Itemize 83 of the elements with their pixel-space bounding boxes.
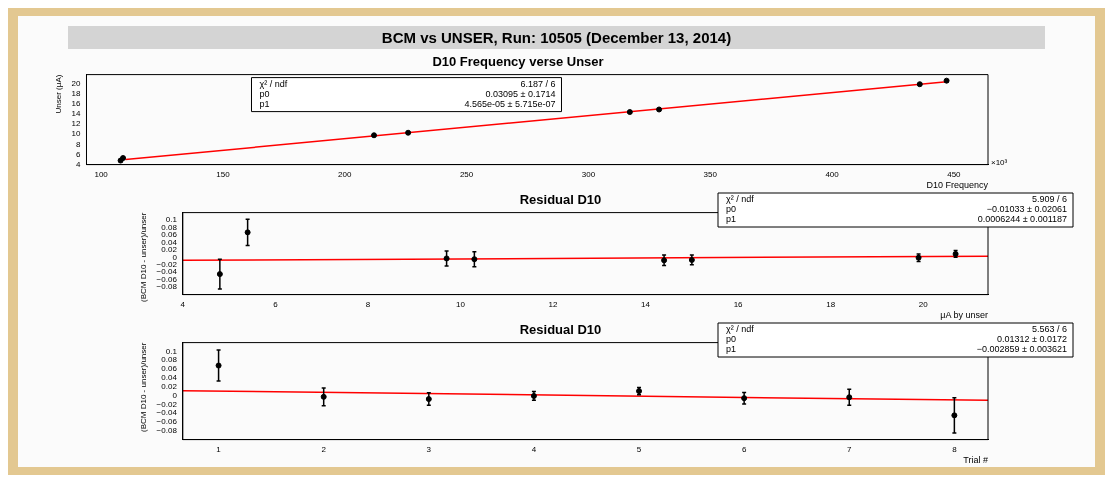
annotation: 6.187 / 6 — [520, 79, 556, 90]
y-tick-label: 0.06 — [161, 230, 178, 240]
x-tick-label: 5 — [636, 444, 642, 454]
y-tick-label: −0.02 — [156, 399, 178, 409]
x-tick-label: 8 — [365, 299, 371, 309]
x-tick-label: 400 — [825, 169, 840, 179]
chart-title: Residual D10 — [519, 322, 602, 338]
y-axis-title: Unser (μA) — [54, 74, 63, 114]
text: 5.563 / 6 — [1031, 324, 1067, 335]
annotation: p0 — [259, 89, 270, 100]
text: χ² / ndf — [726, 194, 755, 205]
annotation: p0 — [726, 334, 737, 345]
chart-title: BCM vs UNSER, Run: 10505 (December 13, 2014) — [68, 26, 1045, 49]
x-tick-label: 14 — [641, 299, 651, 309]
y-tick-label: 0.06 — [161, 364, 178, 374]
chart-subtitle: D10 Frequency verse Unser — [432, 54, 604, 70]
y-tick-label: 0.02 — [161, 245, 178, 255]
x-tick-label: 150 — [216, 169, 231, 179]
y-tick-label: 0.08 — [161, 355, 178, 365]
x-tick-label: 20 — [918, 299, 929, 309]
y-tick-label: −0.08 — [156, 282, 178, 292]
x-tick-label: 7 — [847, 444, 853, 454]
y-tick-label: 20 — [71, 78, 82, 88]
annotation: −0.002859 ± 0.003621 — [976, 344, 1067, 355]
y-tick-label: −0.06 — [156, 274, 178, 284]
y-tick-label: −0.08 — [156, 425, 178, 435]
x-tick-label: 4 — [180, 299, 186, 309]
y-tick-label: 10 — [71, 129, 82, 139]
x-tick-label: 6 — [741, 444, 747, 454]
text: ×10³ — [991, 157, 1008, 167]
y-tick-label: 14 — [71, 109, 82, 119]
y-tick-label: 0.1 — [165, 346, 178, 356]
y-tick-label: 16 — [71, 99, 82, 109]
chart-title: Residual D10 — [519, 192, 602, 208]
x-tick-label: 3 — [426, 444, 432, 454]
y-tick-label: −0.02 — [156, 259, 178, 269]
x-tick-label: 16 — [733, 299, 744, 309]
y-tick-label: 0 — [172, 252, 178, 262]
y-tick-label: 4 — [76, 159, 82, 169]
x-tick-label: 1 — [216, 444, 222, 454]
text: χ² / ndf — [726, 324, 755, 335]
annotation: p1 — [726, 214, 737, 225]
y-tick-label: 18 — [71, 89, 82, 99]
annotation: p1 — [726, 344, 737, 355]
x-tick-label: 10 — [456, 299, 466, 309]
y-tick-label: 0.04 — [161, 237, 178, 247]
x-tick-label: 4 — [531, 444, 537, 454]
y-axis-title: (BCM D10 - unser)/unser — [139, 212, 148, 302]
text: 5.909 / 6 — [1031, 194, 1067, 205]
y-tick-label: 8 — [76, 139, 82, 149]
annotation: χ² / ndf — [259, 79, 288, 90]
x-tick-label: 8 — [952, 444, 958, 454]
y-tick-label: −0.04 — [156, 267, 178, 277]
y-tick-label: 0.02 — [161, 381, 178, 391]
annotation: 0.03095 ± 0.1714 — [485, 89, 556, 100]
y-tick-label: −0.04 — [156, 408, 178, 418]
x-tick-label: 250 — [459, 169, 474, 179]
x-tick-label: 2 — [321, 444, 327, 454]
annotation: 0.0006244 ± 0.001187 — [977, 214, 1067, 225]
x-tick-label: 450 — [947, 169, 962, 179]
text: 0.01312 ± 0.0172 — [996, 334, 1067, 345]
y-tick-label: 0.04 — [161, 373, 178, 383]
x-tick-label: 18 — [826, 299, 836, 309]
x-tick-label: 200 — [338, 169, 352, 179]
x-tick-label: 12 — [548, 299, 559, 309]
annotation: p1 — [259, 99, 270, 110]
y-tick-label: 12 — [71, 119, 82, 129]
annotation: p0 — [726, 204, 737, 215]
y-axis-title: (BCM D10 - unser)/unser — [139, 342, 148, 432]
y-tick-label: 0.1 — [165, 215, 178, 225]
x-tick-label: 300 — [581, 169, 596, 179]
x-axis-title: D10 Frequency — [926, 180, 989, 191]
x-axis-title: Trial # — [963, 455, 988, 466]
y-tick-label: 6 — [76, 149, 82, 159]
annotation: −0.01033 ± 0.02061 — [986, 204, 1067, 215]
y-tick-label: −0.06 — [156, 417, 178, 427]
y-tick-label: 0.08 — [161, 222, 178, 232]
y-tick-label: 0 — [172, 390, 178, 400]
x-tick-label: 350 — [703, 169, 718, 179]
x-tick-label: 100 — [94, 169, 109, 179]
annotation: 4.565e-05 ± 5.715e-07 — [464, 99, 556, 110]
x-tick-label: 6 — [273, 299, 279, 309]
x-axis-title: μA by unser — [940, 310, 988, 321]
